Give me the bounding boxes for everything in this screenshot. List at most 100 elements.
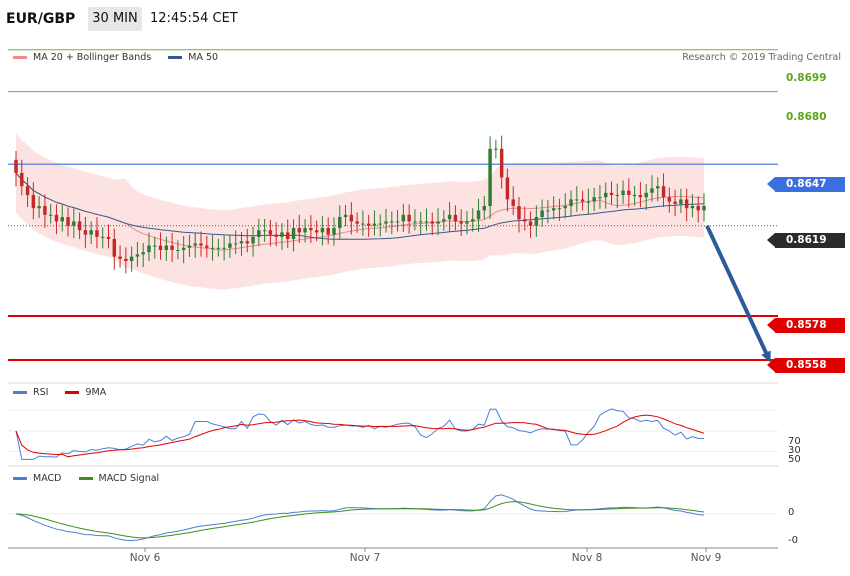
candle-body: [603, 192, 608, 198]
candle: [517, 196, 521, 233]
candle: [511, 186, 515, 216]
candle-body: [181, 247, 186, 250]
rsi-swatch: [13, 391, 27, 394]
candle: [245, 228, 249, 253]
candle: [621, 180, 625, 204]
current-price-badge: 0.8619: [767, 233, 845, 248]
candle-body: [667, 197, 672, 202]
candle: [338, 205, 342, 241]
candle: [89, 221, 93, 245]
level-green-1: 0.8699: [786, 72, 827, 84]
candle-body: [124, 258, 128, 261]
candle: [170, 232, 174, 263]
candle: [523, 206, 527, 231]
candle-body: [511, 199, 515, 206]
candle-body: [66, 217, 70, 226]
candle-body: [222, 247, 226, 249]
rsi-ma-legend-label: 9MA: [85, 387, 107, 398]
candle-body: [557, 208, 562, 210]
candle-body: [251, 236, 255, 244]
macd-signal-line: [15, 501, 705, 539]
candle: [100, 227, 105, 249]
x-tick-nov7: Nov 7: [349, 552, 381, 564]
candle: [153, 236, 157, 259]
candle-body: [274, 234, 278, 237]
candle-body: [621, 190, 625, 195]
candle: [228, 234, 232, 258]
candle-body: [471, 219, 475, 222]
candle-body: [609, 192, 614, 195]
candle-body: [465, 221, 469, 224]
candle: [77, 212, 82, 240]
candle-body: [60, 217, 64, 222]
candle: [407, 204, 411, 234]
candle: [72, 208, 76, 239]
timeframe-selector[interactable]: 30 MIN: [88, 7, 142, 31]
candle: [176, 240, 180, 260]
candle-body: [384, 221, 388, 224]
candle: [349, 202, 354, 235]
candle-body: [95, 230, 99, 237]
candle-body: [696, 206, 700, 211]
candle: [239, 231, 244, 256]
rsi-tick-30: 30: [788, 445, 801, 456]
candle-body: [147, 245, 151, 253]
candle: [257, 218, 261, 247]
candle-body: [650, 188, 654, 193]
candle: [644, 183, 648, 210]
candle: [118, 245, 122, 268]
candle: [361, 210, 365, 236]
rsi-line: [15, 408, 704, 460]
candle: [112, 228, 117, 270]
rsi-tick-70: 70: [788, 436, 801, 447]
candle: [667, 187, 672, 213]
candle: [459, 209, 463, 237]
level-green-2: 0.8680: [786, 111, 827, 123]
candle: [291, 219, 296, 252]
candle-body: [48, 214, 53, 216]
candle: [615, 183, 620, 209]
candle-body: [291, 228, 296, 239]
candle-body: [100, 236, 105, 238]
candle-body: [205, 245, 209, 248]
candle: [436, 208, 440, 236]
candle-body: [43, 206, 47, 215]
candle-body: [268, 230, 273, 235]
candle-body: [31, 195, 36, 209]
candle-body: [494, 148, 498, 150]
support-badge-2: 0.8558: [767, 358, 845, 373]
candle: [609, 181, 614, 205]
candle: [401, 203, 406, 233]
candle-body: [216, 247, 221, 249]
candle: [390, 211, 394, 235]
candle: [598, 184, 602, 209]
candle: [465, 210, 469, 235]
candle-body: [72, 221, 76, 226]
candle-body: [129, 256, 134, 261]
rsi-legend: RSI 9MA: [13, 387, 106, 398]
candle-body: [447, 214, 452, 220]
candle-body: [355, 221, 359, 224]
candle-body: [424, 221, 429, 223]
candle: [48, 203, 53, 224]
candle: [586, 188, 591, 215]
candle-body: [569, 199, 573, 206]
candle: [37, 196, 41, 218]
clock-label: 12:45:54 CET: [150, 11, 238, 26]
candle-body: [517, 206, 521, 220]
candle: [494, 139, 498, 159]
candle-body: [89, 230, 93, 235]
candle: [656, 177, 660, 202]
candle-body: [598, 197, 602, 199]
candle-body: [164, 245, 169, 250]
candle-body: [580, 199, 585, 202]
candle-body: [332, 228, 336, 235]
candle: [31, 182, 36, 220]
candle: [690, 194, 695, 218]
candle: [540, 199, 544, 227]
candle: [684, 188, 689, 222]
candle-body: [638, 195, 643, 198]
candle: [54, 204, 59, 235]
candle-body: [656, 186, 660, 189]
